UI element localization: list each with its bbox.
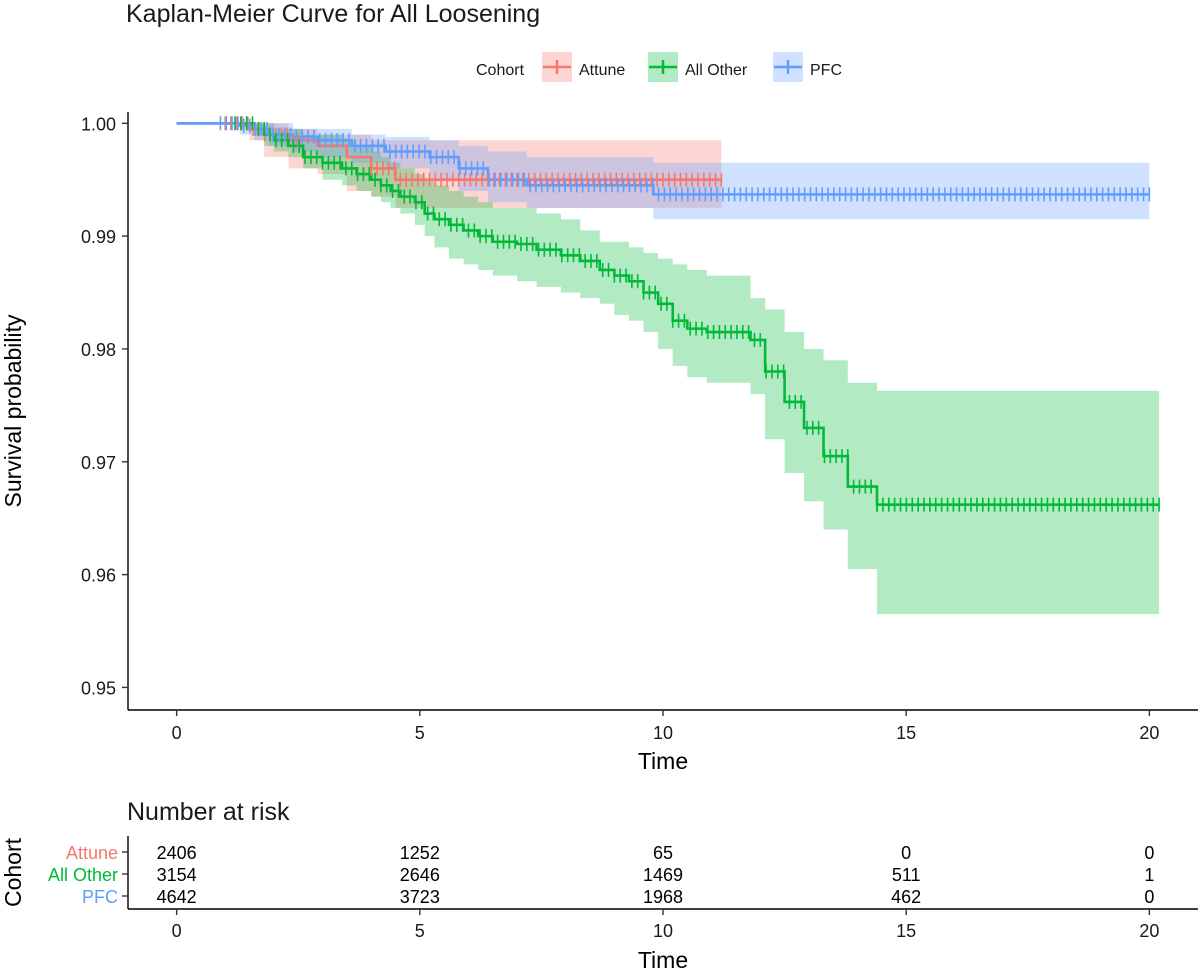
risk-row-all-other: All Other 3154 2646 1469 511 1 [48, 865, 1154, 885]
risk-x-axis-label: Time [638, 947, 688, 972]
legend-title: Cohort [476, 62, 525, 79]
y-tick-label: 0.98 [81, 340, 116, 360]
legend-item-attune[interactable]: Attune [542, 52, 625, 82]
risk-cell: 2646 [400, 865, 440, 885]
risk-cell: 3723 [400, 887, 440, 907]
risk-cell: 0 [1144, 887, 1154, 907]
confidence-bands [176, 123, 1160, 615]
risk-row-pfc: PFC 4642 3723 1968 462 0 [82, 887, 1154, 907]
risk-cell: 1 [1144, 865, 1154, 885]
main-axes: 0.95 0.96 0.97 0.98 0.99 1.00 0 5 10 15 20 Time Surv… [0, 112, 1198, 774]
risk-x-tick-label: 5 [415, 921, 425, 941]
censor-marks-all-other [234, 116, 1160, 512]
main-plot: 0.95 0.96 0.97 0.98 0.99 1.00 0 5 10 15 20 Time Surv… [0, 112, 1198, 774]
x-tick-label: 5 [415, 723, 425, 743]
risk-cell: 65 [653, 843, 673, 863]
x-tick-label: 20 [1139, 723, 1159, 743]
y-tick-label: 0.96 [81, 566, 116, 586]
legend-item-all-other[interactable]: All Other [648, 52, 748, 82]
x-axis-label: Time [638, 748, 688, 774]
y-tick-label: 0.95 [81, 678, 116, 698]
title-group: Kaplan-Meier Curve for All Loosening [126, 0, 540, 28]
chart-title: Kaplan-Meier Curve for All Loosening [126, 0, 540, 28]
censor-marks-pfc [219, 116, 1151, 202]
y-tick-label: 1.00 [81, 114, 116, 134]
survival-line-all-other [176, 121, 1160, 506]
risk-cell: 1968 [643, 887, 683, 907]
risk-cell: 0 [901, 843, 911, 863]
risk-cell: 2406 [157, 843, 197, 863]
legend[interactable]: Cohort Attune All Other PFC [476, 52, 842, 82]
ci-band-all-other [176, 123, 1160, 615]
risk-cell: 462 [891, 887, 921, 907]
risk-row-label: PFC [82, 887, 118, 907]
risk-cell: 0 [1144, 843, 1154, 863]
ci-band-attune [176, 123, 722, 208]
legend-label: Attune [579, 62, 625, 79]
risk-row-label: Attune [66, 843, 118, 863]
censor-marks [219, 116, 1160, 512]
risk-cell: 3154 [157, 865, 197, 885]
risk-cell: 1469 [643, 865, 683, 885]
risk-row-label: All Other [48, 865, 118, 885]
risk-x-tick-label: 0 [172, 921, 182, 941]
y-tick-label: 0.99 [81, 227, 116, 247]
risk-cell: 4642 [157, 887, 197, 907]
risk-cell: 511 [892, 865, 921, 885]
y-tick-label: 0.97 [81, 453, 116, 473]
y-axis-label: Survival probability [0, 314, 26, 508]
risk-cell: 1252 [400, 843, 440, 863]
x-tick-label: 10 [653, 723, 673, 743]
legend-label: PFC [810, 62, 842, 79]
x-tick-label: 15 [896, 723, 916, 743]
legend-item-pfc[interactable]: PFC [773, 52, 842, 82]
risk-row-attune: Attune 2406 1252 65 0 0 [66, 843, 1154, 863]
risk-x-tick-label: 10 [653, 921, 673, 941]
censor-marks-attune [224, 116, 723, 187]
risk-x-tick-label: 15 [896, 921, 916, 941]
risk-y-axis-label: Cohort [0, 837, 26, 907]
survival-line-pfc [176, 121, 1150, 196]
x-tick-label: 0 [172, 723, 182, 743]
risk-table-title: Number at risk [127, 798, 290, 826]
legend-label: All Other [685, 62, 748, 79]
risk-x-tick-label: 20 [1139, 921, 1159, 941]
